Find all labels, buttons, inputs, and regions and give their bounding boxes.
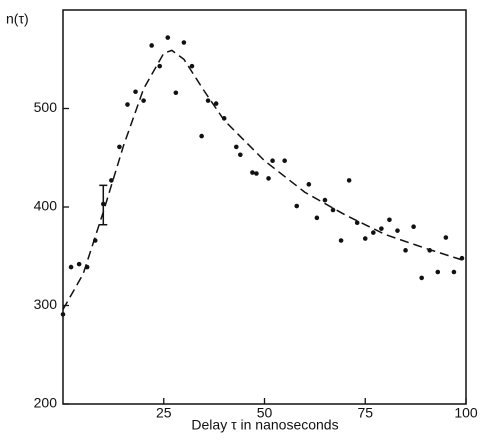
point [282,158,287,164]
x-tick-label: 50 [257,405,273,421]
point [294,203,300,209]
y-tick-label: 300 [34,296,58,312]
point [362,236,368,241]
point [346,178,352,183]
point [354,220,360,226]
point [92,238,98,243]
point [60,312,66,317]
point [189,63,195,69]
point [109,178,114,183]
point [387,217,392,223]
point [238,152,243,158]
point [451,269,457,275]
point [419,275,424,281]
point [306,182,312,187]
point [205,98,211,103]
point [395,228,400,233]
y-tick-label: 200 [34,395,58,411]
point [250,170,255,175]
x-axis-label: Delay τ in nanoseconds [191,417,338,433]
point [157,63,163,69]
point [254,171,259,176]
y-tick-label: 500 [34,99,58,115]
point [338,238,344,243]
point [84,264,90,270]
point [330,207,336,213]
point [173,90,179,96]
point [266,176,271,181]
point [403,248,408,253]
fit-curve [62,49,467,310]
x-tick-label: 25 [156,405,172,421]
x-tick-label: 75 [357,405,373,421]
point [314,215,320,221]
y-tick-label: 400 [34,198,58,214]
point [68,264,74,270]
point [149,43,154,48]
point [181,40,187,45]
point [443,235,449,240]
plot-frame [62,9,467,405]
point [117,144,122,150]
point [125,102,130,107]
point [270,158,275,164]
point [76,261,82,267]
point [435,269,441,275]
point [213,101,219,106]
point [199,133,204,139]
point [427,248,433,253]
point [141,98,146,103]
y-axis-label: n(τ) [6,11,29,27]
point [233,144,239,150]
point [379,226,384,231]
point [411,224,416,229]
point [371,230,376,235]
point [101,201,106,207]
point [165,35,171,40]
x-tick-label: 100 [454,405,478,421]
point [133,89,138,95]
point [459,255,465,261]
point [322,197,328,203]
point [221,116,227,121]
